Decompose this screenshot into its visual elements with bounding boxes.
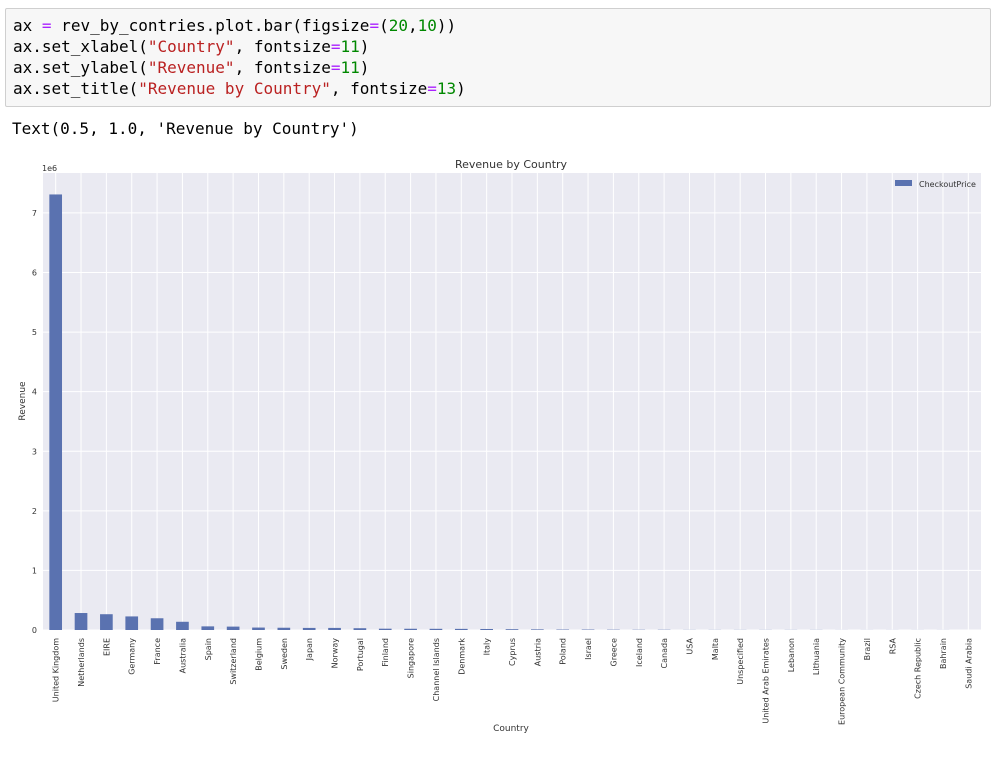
- x-tick-label: USA: [685, 637, 694, 654]
- x-tick-label: Switzerland: [229, 638, 238, 685]
- code-line-2: ax.set_xlabel("Country", fontsize=11): [13, 37, 370, 56]
- x-tick-label: Portugal: [356, 638, 365, 671]
- x-tick-label: Malta: [711, 638, 720, 660]
- bar: [277, 627, 291, 630]
- y-tick-label: 3: [32, 447, 37, 456]
- x-tick-label: Italy: [483, 638, 492, 656]
- y-tick-label: 7: [32, 209, 37, 218]
- bar: [353, 628, 367, 630]
- bar: [176, 621, 189, 630]
- y-tick-label: 5: [32, 328, 37, 337]
- x-tick-label: Japan: [305, 638, 314, 661]
- legend-label: CheckoutPrice: [919, 180, 976, 189]
- output-text: Text(0.5, 1.0, 'Revenue by Country'): [12, 119, 359, 138]
- bar-chart: Revenue by Country 1e6 United Kingdom Net…: [18, 158, 981, 734]
- y-tick-label: 6: [32, 269, 37, 278]
- x-tick-label: Austria: [533, 638, 542, 666]
- x-axis-label: Country: [493, 724, 529, 734]
- x-tick-label: United Kingdom: [52, 638, 61, 702]
- bar: [100, 614, 113, 630]
- x-tick-label: EIRE: [102, 638, 111, 656]
- x-tick-label: Brazil: [863, 638, 872, 660]
- bar: [480, 628, 493, 630]
- x-tick-label: Netherlands: [77, 638, 86, 687]
- bar: [531, 629, 544, 630]
- bar: [404, 628, 417, 630]
- x-tick-label: France: [153, 638, 162, 665]
- x-tick-label: Greece: [609, 638, 618, 667]
- bar: [201, 626, 215, 630]
- x-tick-label: Spain: [204, 638, 213, 660]
- x-tick-label: European Community: [838, 638, 847, 725]
- bar: [150, 618, 164, 630]
- y-tick-labels: 0 1 2 3 4 5 6 7: [32, 209, 37, 635]
- bars: [49, 194, 975, 630]
- y-axis-label: Revenue: [18, 381, 28, 421]
- bar: [378, 628, 392, 630]
- bar: [454, 628, 468, 630]
- x-tick-label: Denmark: [457, 638, 466, 675]
- x-tick-label: Saudi Arabia: [964, 638, 973, 689]
- code-line-3: ax.set_ylabel("Revenue", fontsize=11): [13, 58, 370, 77]
- x-tick-label: Belgium: [254, 638, 263, 671]
- x-tick-label: Lithuania: [812, 638, 821, 675]
- bar: [328, 627, 341, 630]
- x-tick-label: Unspecified: [736, 638, 745, 685]
- x-tick-label: Lebanon: [787, 638, 796, 672]
- x-tick-label: Cyprus: [508, 638, 517, 666]
- x-tick-label: United Arab Emirates: [762, 638, 771, 724]
- legend-swatch: [895, 180, 912, 186]
- code-cell[interactable]: ax = rev_by_contries.plot.bar(figsize=(2…: [5, 8, 991, 107]
- bar: [302, 627, 316, 630]
- bar: [252, 627, 265, 630]
- bar: [125, 616, 139, 630]
- code-line-1: ax = rev_by_contries.plot.bar(figsize=(2…: [13, 16, 457, 35]
- x-tick-label: Czech Republic: [914, 638, 923, 699]
- bar: [49, 194, 63, 630]
- bar: [226, 626, 240, 630]
- x-tick-label: Channel Islands: [432, 638, 441, 701]
- x-tick-label: Canada: [660, 638, 669, 669]
- x-tick-label: Sweden: [280, 638, 289, 670]
- bar: [505, 629, 519, 630]
- y-offset-text: 1e6: [42, 164, 57, 173]
- chart-title: Revenue by Country: [455, 158, 568, 171]
- legend: CheckoutPrice: [895, 180, 976, 189]
- x-tick-label: Norway: [331, 638, 340, 669]
- y-tick-label: 4: [32, 388, 37, 397]
- x-tick-label: Singapore: [407, 638, 416, 678]
- y-tick-label: 1: [32, 566, 37, 575]
- y-tick-label: 2: [32, 507, 37, 516]
- x-tick-label: Israel: [584, 638, 593, 660]
- x-tick-label: Bahrain: [939, 638, 948, 669]
- x-tick-label: Finland: [381, 638, 390, 667]
- x-tick-label: Iceland: [635, 638, 644, 667]
- bar: [74, 613, 88, 630]
- x-tick-label: Germany: [128, 638, 137, 675]
- y-tick-label: 0: [32, 626, 37, 635]
- bar: [429, 628, 443, 630]
- x-tick-label: RSA: [888, 637, 897, 654]
- x-tick-label: Poland: [559, 638, 568, 665]
- x-tick-labels: United Kingdom Netherlands EIRE Germany Fran…: [52, 637, 974, 724]
- code-line-4: ax.set_title("Revenue by Country", fonts…: [13, 79, 466, 98]
- x-tick-label: Australia: [178, 638, 187, 673]
